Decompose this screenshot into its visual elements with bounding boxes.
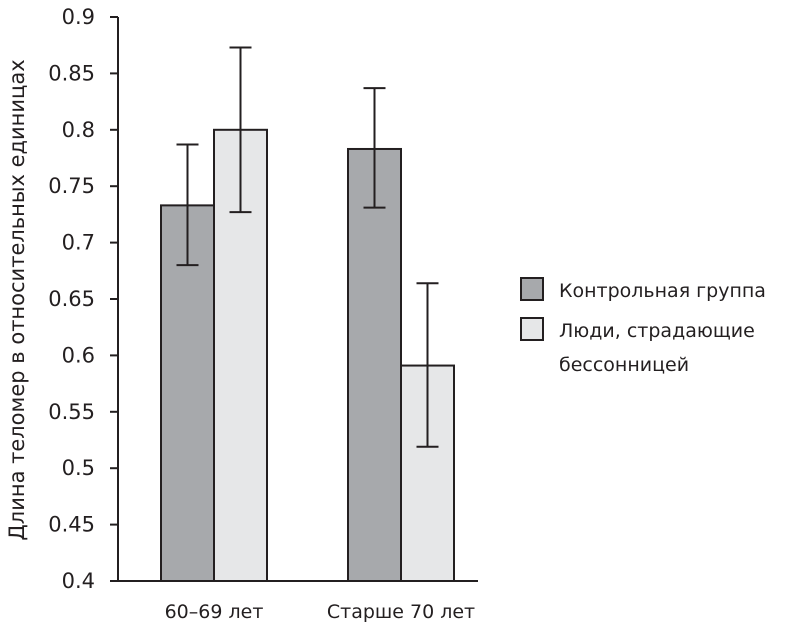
y-tick-label: 0.65 [48,287,95,311]
legend: Контрольная группа Люди, страдающие бессон… [520,277,766,376]
y-tick-label: 0.55 [48,400,95,424]
bars-group [160,128,455,583]
bar-control-1 [347,147,402,582]
y-tick-label: 0.7 [62,231,95,255]
legend-label: бессонницей [559,354,689,376]
bar-insomnia-0 [213,128,268,583]
category-labels: 60–69 лет Старше 70 лет [165,601,476,623]
y-tick-label: 0.85 [48,61,95,85]
y-axis-label: Длина теломер в относительных единицах [5,59,29,540]
y-tick-label: 0.9 [62,5,95,29]
y-tick-label: 0.4 [62,569,95,593]
legend-label: Люди, страдающие [559,320,755,342]
y-tick-label: 0.45 [48,513,95,537]
legend-swatch [520,277,544,301]
y-axis-ticks: 0.4 0.45 0.5 0.55 0.6 0.65 0.7 0.75 0.8 0.85 0.9 [48,5,118,593]
error-bars-group [176,46,439,448]
y-tick-label: 0.8 [62,118,95,142]
x-category-label: Старше 70 лет [327,601,475,623]
legend-label: Контрольная группа [559,280,766,302]
y-tick-label: 0.6 [62,343,95,367]
legend-swatch [520,317,544,341]
y-tick-label: 0.75 [48,174,95,198]
x-category-label: 60–69 лет [165,601,264,623]
y-tick-label: 0.5 [62,456,95,480]
